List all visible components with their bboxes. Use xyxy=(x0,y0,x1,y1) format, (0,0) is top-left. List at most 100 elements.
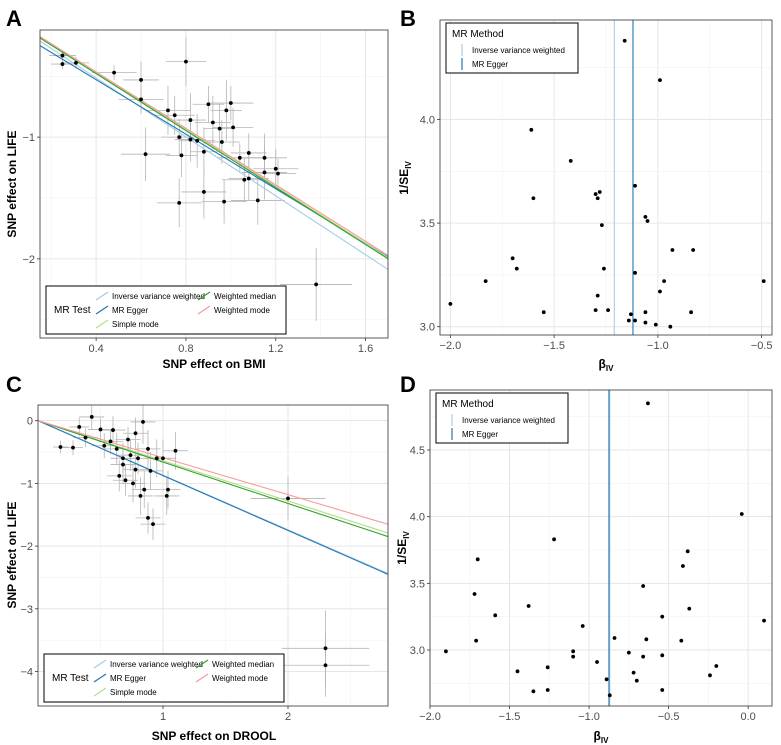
y-tick-label: −1 xyxy=(20,478,33,490)
y-tick-label: 4.0 xyxy=(420,114,435,126)
x-tick-label: −0.5 xyxy=(658,711,680,723)
data-point xyxy=(222,199,227,204)
mr-fit-line xyxy=(40,37,388,260)
data-point xyxy=(139,97,143,102)
y-tick-label: −4 xyxy=(20,667,33,679)
panel-c: 1 2 0 −1 −2 −3 −4 SNP effect on DROOL SNP effect… xyxy=(5,372,389,743)
data-point xyxy=(219,140,224,144)
data-point xyxy=(131,481,135,486)
data-point xyxy=(571,654,576,659)
data-point xyxy=(612,636,617,640)
x-tick-label: −1.5 xyxy=(499,711,521,723)
data-point xyxy=(643,310,648,315)
data-point xyxy=(545,665,550,670)
x-tick-label: −2.0 xyxy=(419,711,441,723)
legend: MR Test Inverse variance weighted MR Egger… xyxy=(43,653,285,703)
y-axis-title-subscript: IV xyxy=(402,531,411,539)
data-point xyxy=(448,302,453,306)
data-point xyxy=(60,53,65,58)
data-point xyxy=(685,549,690,554)
data-point xyxy=(98,427,103,432)
legend-label: Weighted mode xyxy=(212,674,268,683)
legend-label: Weighted median xyxy=(212,660,274,669)
legend-label: Weighted median xyxy=(214,292,276,301)
data-point xyxy=(761,279,766,284)
plot-frame xyxy=(39,29,389,339)
y-tick-label: 0 xyxy=(27,416,33,428)
mr-fit-line xyxy=(38,420,388,534)
data-point xyxy=(626,318,631,323)
data-point xyxy=(493,613,498,618)
data-point xyxy=(242,177,247,182)
data-point xyxy=(739,512,744,516)
data-point xyxy=(114,446,119,451)
data-point xyxy=(117,473,122,478)
data-point xyxy=(146,515,150,520)
x-axis-title: SNP effect on BMI xyxy=(162,357,265,371)
y-axis-title-main: SNP effect on LIFE xyxy=(5,130,19,237)
y-tick-label: 4.5 xyxy=(410,445,425,457)
y-tick-label: −2 xyxy=(22,254,35,266)
x-axis-title-subscript: IV xyxy=(606,364,614,373)
data-point xyxy=(641,584,646,588)
legend-label: MR Egger xyxy=(472,60,508,69)
gridlines xyxy=(440,20,772,335)
x-axis-title: SNP effect on DROOL xyxy=(152,729,276,743)
legend-key xyxy=(197,305,211,315)
legend-title: MR Test xyxy=(54,305,91,316)
data-point xyxy=(123,478,128,483)
data-point xyxy=(166,487,170,492)
panel-letter: D xyxy=(400,372,416,397)
data-point xyxy=(633,318,637,323)
legend-label: Inverse variance weighted xyxy=(472,46,565,55)
data-point xyxy=(246,176,251,181)
data-point xyxy=(526,604,531,608)
data-point xyxy=(323,646,328,651)
x-tick-label: 2 xyxy=(285,711,291,723)
data-point xyxy=(531,196,536,201)
legend-key xyxy=(195,659,209,669)
x-tick-label: 0.0 xyxy=(740,711,755,723)
data-point xyxy=(195,138,200,143)
data-point xyxy=(201,149,206,154)
data-point xyxy=(89,415,94,419)
data-point xyxy=(161,456,165,461)
data-point xyxy=(599,223,604,228)
data-point xyxy=(262,155,267,160)
data-point xyxy=(255,198,260,203)
data-point xyxy=(143,152,148,157)
data-point xyxy=(660,653,665,658)
data-layer xyxy=(38,405,388,697)
legend: MR Method Inverse variance weighted MR Egg… xyxy=(435,392,569,444)
x-axis-title-main: SNP effect on BMI xyxy=(162,357,265,371)
data-point xyxy=(633,270,637,275)
data-point xyxy=(762,618,766,623)
data-point xyxy=(133,467,138,472)
data-point xyxy=(629,312,633,317)
data-point xyxy=(687,606,692,611)
data-point xyxy=(262,170,267,175)
x-tick-label: 1.6 xyxy=(358,343,373,355)
data-point xyxy=(112,70,116,75)
data-point xyxy=(514,266,519,271)
data-point xyxy=(128,453,133,458)
data-point xyxy=(246,151,251,155)
legend-label: Inverse variance weighted xyxy=(112,292,205,301)
data-point xyxy=(139,78,143,82)
data-point xyxy=(74,60,78,65)
panel-letter: B xyxy=(400,6,416,31)
data-point xyxy=(670,248,675,252)
y-tick-label: 3.5 xyxy=(410,578,425,590)
data-point xyxy=(237,155,242,160)
data-point xyxy=(529,127,534,132)
y-axis-title: 1/SEIV xyxy=(397,161,413,195)
y-tick-label: 3.5 xyxy=(420,218,435,230)
data-point xyxy=(108,439,113,444)
x-axis-title: βIV xyxy=(599,357,615,373)
data-point xyxy=(177,200,182,205)
mr-fit-line xyxy=(38,420,388,525)
panel-a: 0.4 0.8 1.2 1.6 −1 −2 SNP effect on BMI SNP eff… xyxy=(5,6,389,371)
data-point xyxy=(210,120,215,125)
data-point xyxy=(568,159,573,163)
